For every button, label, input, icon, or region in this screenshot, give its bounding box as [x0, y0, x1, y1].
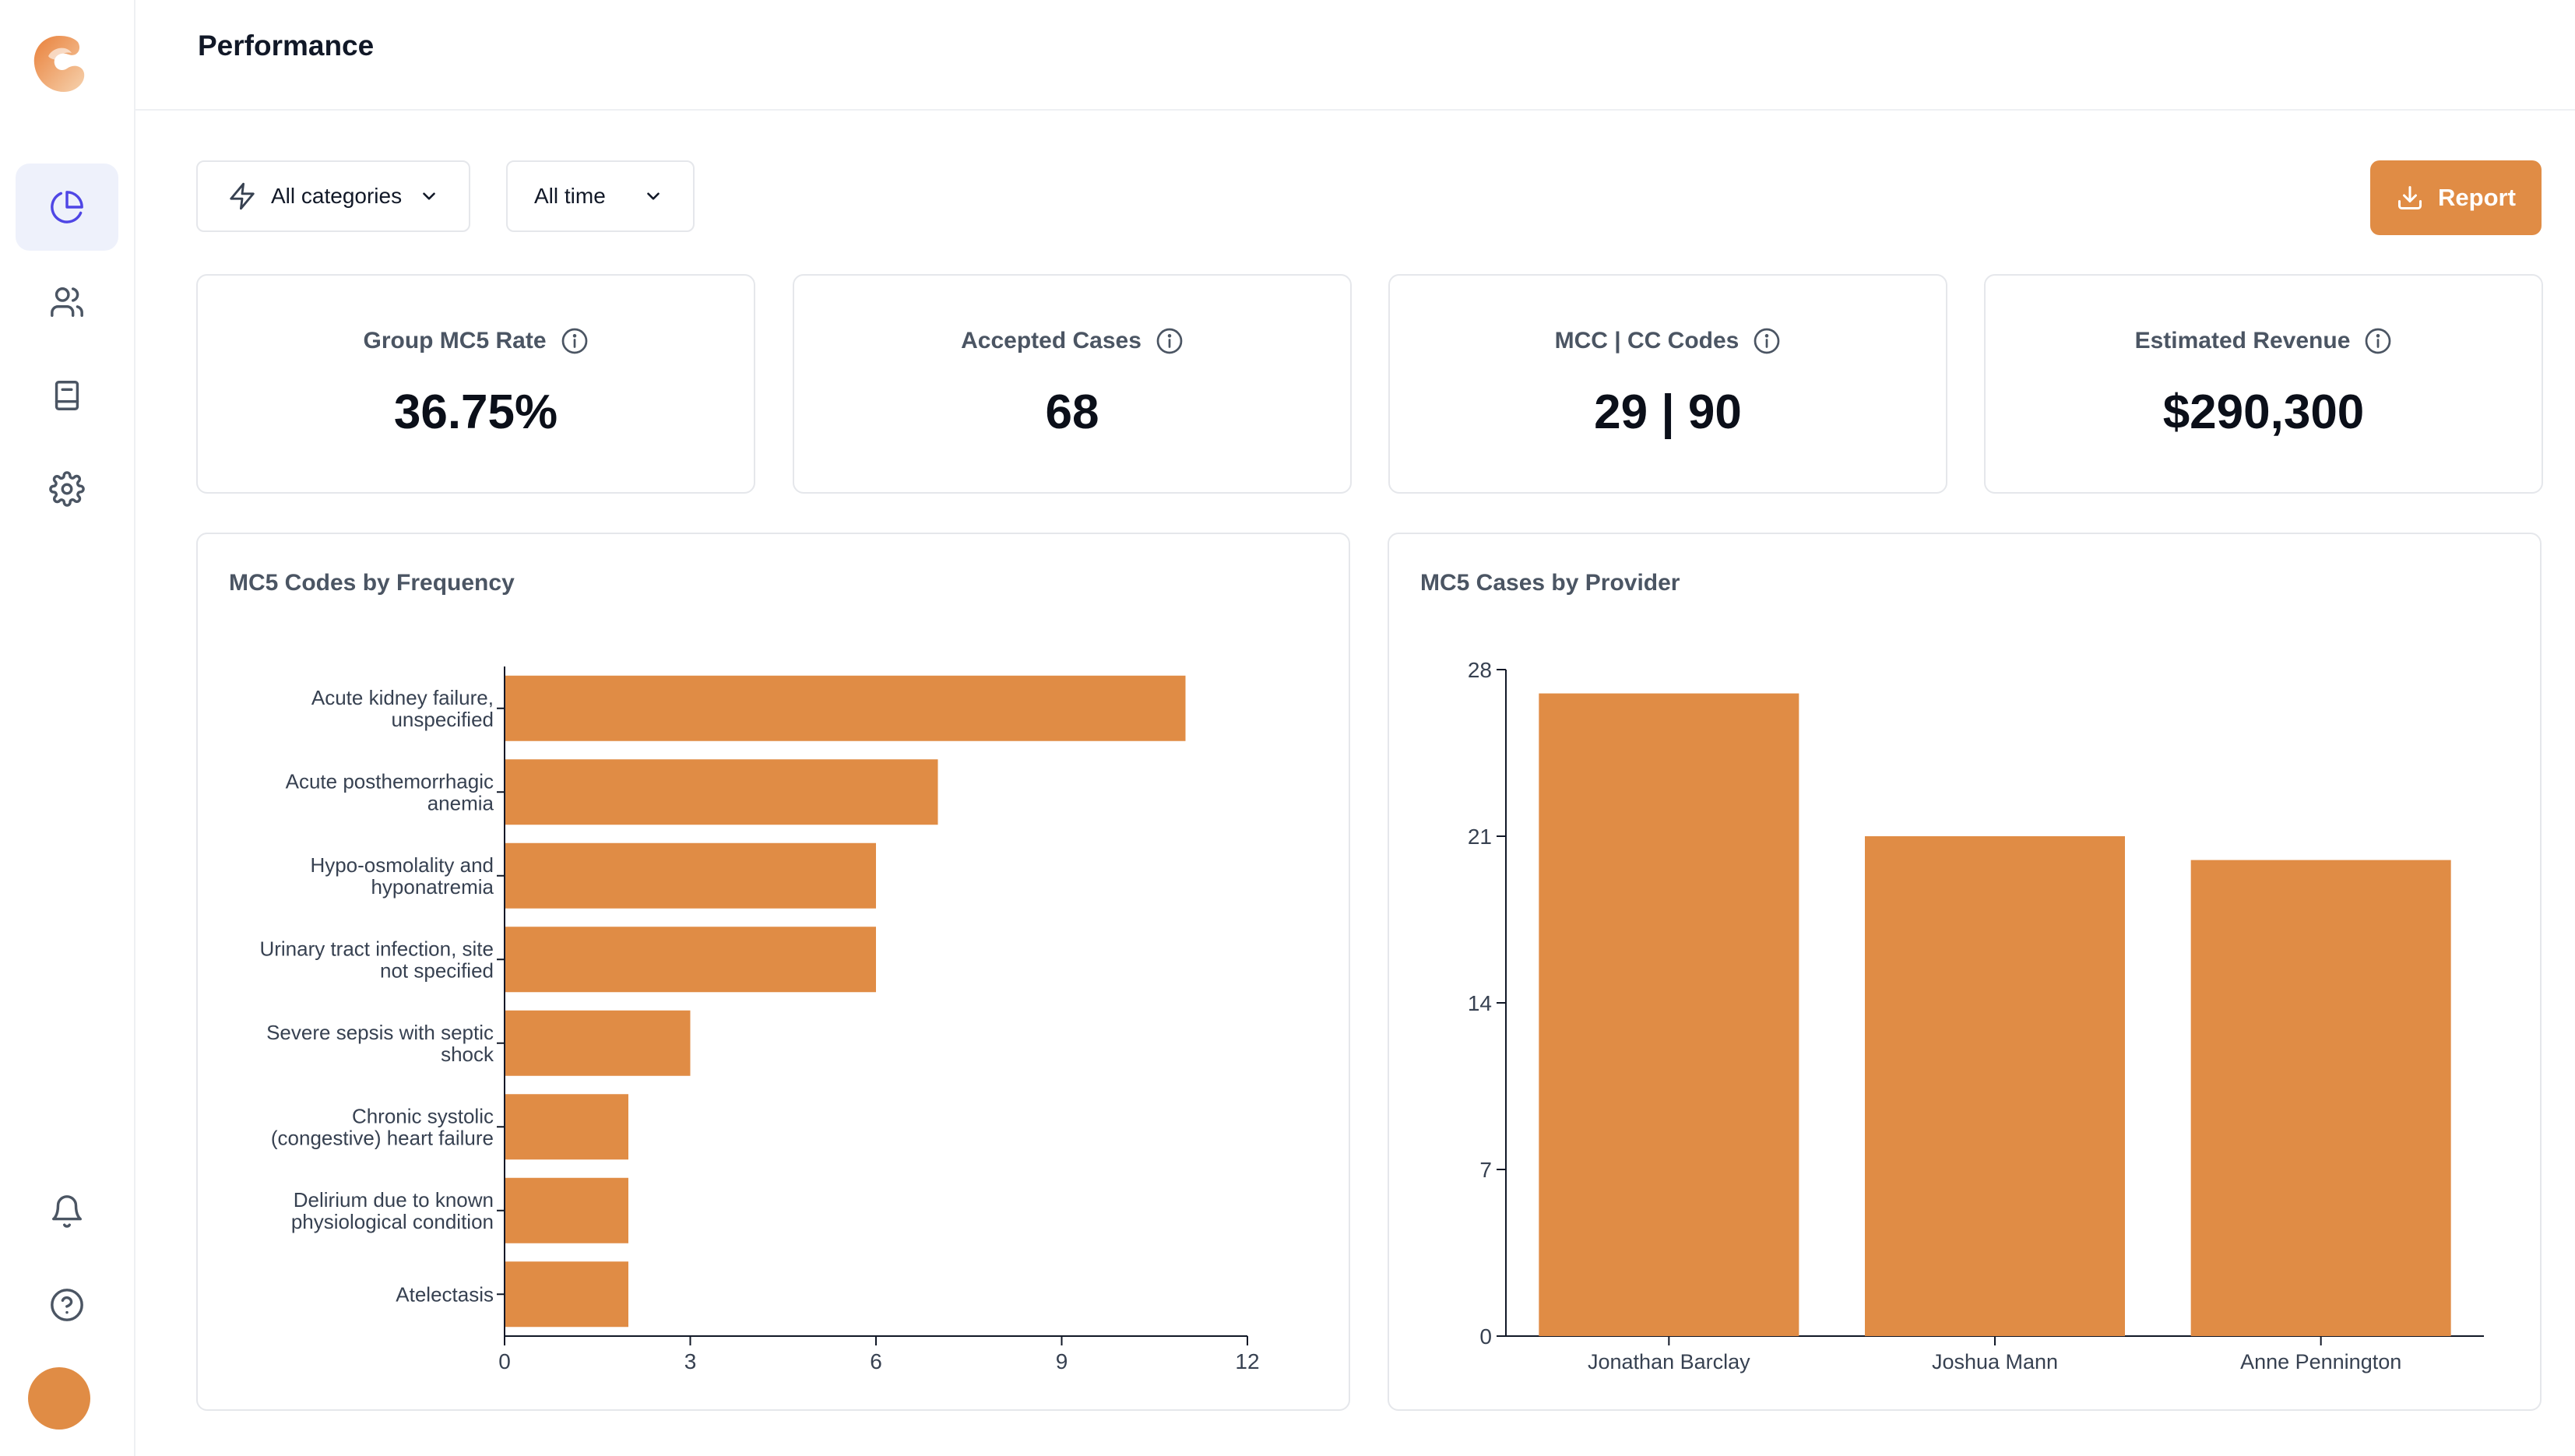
avatar[interactable] — [28, 1367, 90, 1430]
category-label: anemia — [427, 791, 494, 814]
top-header: Performance — [135, 0, 2575, 111]
period-filter-dropdown[interactable]: All time — [506, 160, 695, 232]
y-tick-label: 28 — [1468, 658, 1492, 682]
bar — [505, 927, 876, 993]
x-tick-label: 12 — [1235, 1349, 1259, 1373]
stat-label: Group MC5 Rate — [363, 328, 547, 353]
category-label: not specified — [380, 958, 494, 982]
category-label: Chronic systolic — [352, 1104, 494, 1127]
stat-value: 36.75% — [393, 385, 558, 439]
category-label: Severe sepsis with septic — [266, 1021, 494, 1044]
y-tick-label: 14 — [1468, 991, 1492, 1015]
stat-label: Accepted Cases — [961, 328, 1142, 353]
x-tick-label: Joshua Mann — [1932, 1350, 2058, 1373]
frequency-chart: Acute kidney failure,unspecified Acute po… — [259, 666, 1260, 1373]
provider-chart: 0 7 14 21 28 Jonathan Barclay Joshua Mann Anne … — [1468, 658, 2484, 1373]
info-icon[interactable] — [561, 327, 589, 355]
report-button[interactable]: Report — [2370, 160, 2542, 235]
x-tick-label: 9 — [1056, 1349, 1068, 1373]
sidebar-item-settings[interactable] — [16, 445, 118, 533]
bar — [2190, 860, 2451, 1336]
info-icon[interactable] — [1753, 327, 1781, 355]
stat-value: 29 | 90 — [1594, 385, 1742, 439]
bar — [505, 675, 1186, 741]
category-label: Atelectasis — [396, 1282, 494, 1306]
bar — [505, 1261, 628, 1328]
category-label: shock — [441, 1043, 494, 1066]
category-label: Urinary tract infection, site — [259, 937, 494, 960]
category-label: Delirium due to known — [294, 1188, 494, 1212]
sidebar-item-help[interactable] — [16, 1261, 118, 1349]
lightning-icon — [230, 182, 255, 210]
category-label: Acute posthemorrhagic — [286, 769, 494, 793]
pie-chart-icon — [51, 191, 83, 223]
x-tick-label: Jonathan Barclay — [1588, 1350, 1750, 1373]
stat-card-accepted-cases: Accepted Cases 68 — [793, 274, 1352, 494]
category-label: unspecified — [391, 708, 494, 731]
users-icon — [51, 287, 83, 317]
category-label: hyponatremia — [371, 875, 494, 899]
sidebar — [0, 0, 135, 1456]
gear-icon — [49, 471, 85, 507]
chart-title: MC5 Cases by Provider — [1420, 570, 1680, 596]
stat-label: Estimated Revenue — [2134, 328, 2351, 353]
period-filter-label: All time — [534, 184, 606, 208]
report-button-label: Report — [2438, 184, 2516, 211]
chevron-down-icon — [646, 192, 660, 200]
chart-title: MC5 Codes by Frequency — [229, 570, 515, 596]
sidebar-item-dashboard[interactable] — [16, 164, 118, 251]
help-icon — [51, 1289, 83, 1321]
book-icon — [55, 381, 79, 410]
y-tick-label: 21 — [1468, 825, 1492, 849]
download-icon — [2398, 186, 2422, 209]
category-label: Hypo-osmolality and — [310, 853, 494, 877]
app-logo[interactable] — [30, 33, 89, 95]
sidebar-item-documents[interactable] — [16, 352, 118, 439]
category-label: Acute kidney failure, — [311, 686, 494, 709]
info-icon[interactable] — [1156, 327, 1184, 355]
chart-panel-cases-by-provider: MC5 Cases by Provider 0 7 14 21 28 Jonathan B… — [1388, 533, 2542, 1411]
stat-label: MCC | CC Codes — [1554, 328, 1740, 353]
bell-icon — [52, 1195, 82, 1228]
stat-value: 68 — [1045, 385, 1099, 439]
bar — [505, 759, 938, 825]
bar — [505, 1177, 628, 1243]
page-title: Performance — [198, 30, 375, 62]
bar — [1865, 836, 2125, 1336]
y-tick-label: 0 — [1479, 1324, 1492, 1349]
category-label: physiological condition — [291, 1210, 494, 1233]
sidebar-item-users[interactable] — [16, 258, 118, 346]
x-tick-label: Anne Pennington — [2240, 1350, 2401, 1373]
info-icon[interactable] — [2364, 327, 2392, 355]
category-filter-label: All categories — [271, 184, 403, 208]
bar — [505, 1010, 691, 1076]
chart-panel-codes-by-frequency: MC5 Codes by Frequency Acute kidney fail… — [196, 533, 1350, 1411]
x-tick-label: 6 — [870, 1349, 882, 1373]
bar — [1539, 693, 1799, 1336]
x-tick-label: 3 — [684, 1349, 697, 1373]
category-label: (congestive) heart failure — [271, 1126, 494, 1149]
stat-card-mcc-cc-codes: MCC | CC Codes 29 | 90 — [1388, 274, 1947, 494]
chevron-down-icon — [423, 192, 435, 200]
bar — [505, 1094, 628, 1160]
stat-card-estimated-revenue: Estimated Revenue $290,300 — [1984, 274, 2543, 494]
stat-value: $290,300 — [2162, 385, 2365, 439]
y-tick-label: 7 — [1479, 1158, 1492, 1182]
stat-card-group-mc5-rate: Group MC5 Rate 36.75% — [196, 274, 755, 494]
bar — [505, 842, 876, 909]
sidebar-item-notifications[interactable] — [16, 1168, 118, 1255]
category-filter-dropdown[interactable]: All categories — [196, 160, 470, 232]
x-tick-label: 0 — [498, 1349, 511, 1373]
